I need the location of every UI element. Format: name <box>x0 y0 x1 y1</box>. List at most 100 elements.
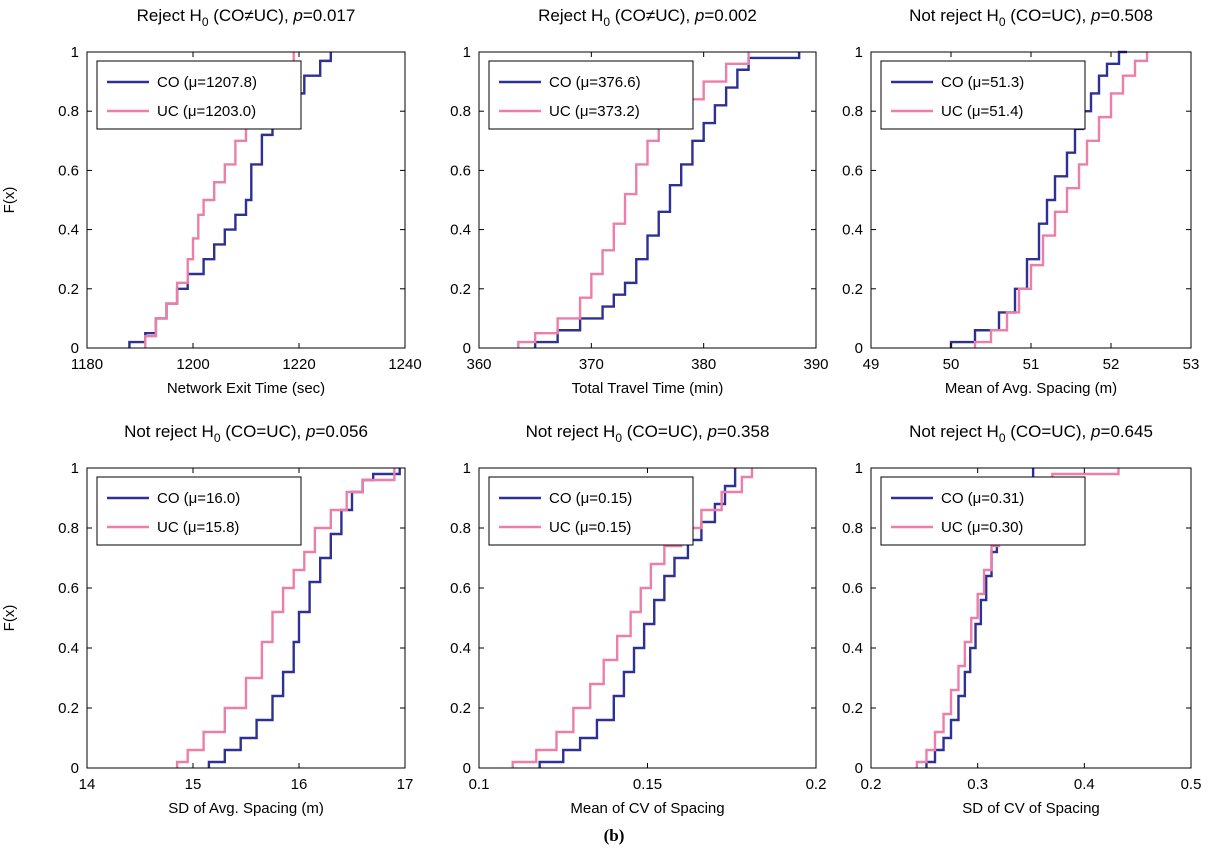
chart-title: Reject H0 (CO≠UC), p=0.017 <box>137 6 356 29</box>
legend: CO (μ=1207.8) UC (μ=1203.0) <box>96 60 302 130</box>
chart-panel-2: 360 370 380 390 0 0.2 0.4 0.6 0.8 1 Total Travel T… <box>450 6 828 397</box>
x-tick-label: 1200 <box>176 356 209 373</box>
x-tick-label: 16 <box>291 776 308 793</box>
y-tick-label: 1 <box>71 44 79 61</box>
y-tick-label: 0.8 <box>450 103 471 120</box>
y-tick-label: 0.2 <box>842 281 863 298</box>
y-axis-label: F(x) <box>1 605 18 632</box>
chart-panel-5: 0.1 0.15 0.2 0 0.2 0.4 0.6 0.8 1 Mean of CV of Sp… <box>450 422 826 817</box>
legend: CO (μ=16.0) UC (μ=15.8) <box>96 476 302 546</box>
x-tick-label: 1220 <box>282 356 315 373</box>
legend-label-uc: UC (μ=51.4) <box>941 103 1023 120</box>
series-line-uc <box>973 52 1149 348</box>
legend-label-co: CO (μ=1207.8) <box>157 74 257 91</box>
y-tick-label: 0.8 <box>842 520 863 537</box>
y-tick-label: 0.2 <box>450 700 471 717</box>
y-tick-label: 0.8 <box>58 103 79 120</box>
legend-label-uc: UC (μ=373.2) <box>549 103 640 120</box>
legend-box <box>96 60 302 130</box>
y-tick-label: 0.6 <box>58 580 79 597</box>
series-line-uc <box>511 468 754 768</box>
x-axis-label: SD of Avg. Spacing (m) <box>168 800 324 817</box>
x-tick-label: 0.1 <box>469 776 490 793</box>
legend-label-uc: UC (μ=0.30) <box>941 519 1023 536</box>
x-tick-label: 0.4 <box>1074 776 1095 793</box>
x-tick-label: 380 <box>691 356 716 373</box>
legend-label-co: CO (μ=0.15) <box>549 490 632 507</box>
x-tick-label: 0.15 <box>633 776 662 793</box>
y-tick-label: 0 <box>71 340 79 357</box>
x-axis-label: SD of CV of Spacing <box>962 800 1100 817</box>
chart-title: Not reject H0 (CO=UC), p=0.056 <box>124 422 368 445</box>
y-tick-label: 0 <box>855 760 863 777</box>
y-tick-label: 0.4 <box>842 640 863 657</box>
y-tick-label: 1 <box>71 460 79 477</box>
figure-caption: (b) <box>603 826 625 845</box>
x-tick-label: 0.2 <box>806 776 827 793</box>
x-tick-label: 50 <box>943 356 960 373</box>
plot-frame <box>478 51 817 349</box>
plot-frame <box>86 51 406 349</box>
x-tick-label: 1240 <box>388 356 421 373</box>
y-tick-label: 0.2 <box>58 281 79 298</box>
y-tick-label: 1 <box>463 44 471 61</box>
y-tick-label: 0.6 <box>450 162 471 179</box>
legend-box <box>488 60 694 130</box>
x-tick-label: 53 <box>1183 356 1200 373</box>
y-tick-label: 0.4 <box>58 640 79 657</box>
plot-frame <box>870 467 1192 769</box>
legend-label-uc: UC (μ=0.15) <box>549 519 631 536</box>
x-tick-label: 52 <box>1103 356 1120 373</box>
series-line-uc <box>517 52 750 348</box>
y-tick-label: 0 <box>71 760 79 777</box>
y-tick-label: 0.6 <box>450 580 471 597</box>
series-line-uc <box>175 468 396 768</box>
chart-title: Reject H0 (CO≠UC), p=0.002 <box>538 6 757 29</box>
x-tick-label: 360 <box>466 356 491 373</box>
x-axis-label: Total Travel Time (min) <box>572 380 724 397</box>
legend-label-co: CO (μ=16.0) <box>157 490 240 507</box>
y-tick-label: 0.2 <box>842 700 863 717</box>
legend-label-co: CO (μ=0.31) <box>941 490 1024 507</box>
x-axis-label: Network Exit Time (sec) <box>167 380 325 397</box>
series-line-co <box>949 50 1127 348</box>
x-tick-label: 1180 <box>71 356 103 373</box>
y-tick-label: 1 <box>855 44 863 61</box>
chart-title: Not reject H0 (CO=UC), p=0.358 <box>526 422 770 445</box>
legend-label-co: CO (μ=376.6) <box>549 74 641 91</box>
y-tick-label: 0.4 <box>842 222 863 239</box>
y-tick-label: 0.2 <box>450 281 471 298</box>
y-tick-label: 1 <box>855 460 863 477</box>
x-tick-label: 17 <box>397 776 414 793</box>
legend: CO (μ=51.3) UC (μ=51.4) <box>880 60 1086 130</box>
x-tick-label: 15 <box>185 776 202 793</box>
y-tick-label: 0.6 <box>58 162 79 179</box>
series-line-co <box>533 52 801 348</box>
y-tick-label: 0.6 <box>842 580 863 597</box>
chart-panel-3: 49 50 51 52 53 0 0.2 0.4 0.6 0.8 1 Mean of Avg. Spa… <box>842 6 1199 397</box>
y-tick-label: 0 <box>855 340 863 357</box>
x-tick-label: 370 <box>579 356 604 373</box>
x-tick-label: 390 <box>803 356 828 373</box>
x-tick-label: 51 <box>1023 356 1040 373</box>
chart-panel-4: 14 15 16 17 0 0.2 0.4 0.6 0.8 1 SD of Avg. Spacing… <box>1 422 413 817</box>
x-axis-label: Mean of CV of Spacing <box>570 800 724 817</box>
y-tick-label: 0.4 <box>450 640 471 657</box>
legend-label-co: CO (μ=51.3) <box>941 74 1024 91</box>
legend-label-uc: UC (μ=15.8) <box>157 519 239 536</box>
y-axis-label: F(x) <box>1 187 18 214</box>
series-line-co <box>538 468 737 768</box>
legend-box <box>488 476 694 546</box>
x-axis-label: Mean of Avg. Spacing (m) <box>945 380 1117 397</box>
legend-box <box>96 476 302 546</box>
y-tick-label: 0.8 <box>450 520 471 537</box>
y-tick-label: 1 <box>463 460 471 477</box>
y-tick-label: 0.2 <box>58 700 79 717</box>
x-tick-label: 49 <box>863 356 880 373</box>
x-tick-label: 14 <box>79 776 96 793</box>
y-tick-label: 0.4 <box>58 222 79 239</box>
y-tick-label: 0.8 <box>842 103 863 120</box>
y-tick-label: 0.8 <box>58 520 79 537</box>
y-tick-label: 0.6 <box>842 162 863 179</box>
